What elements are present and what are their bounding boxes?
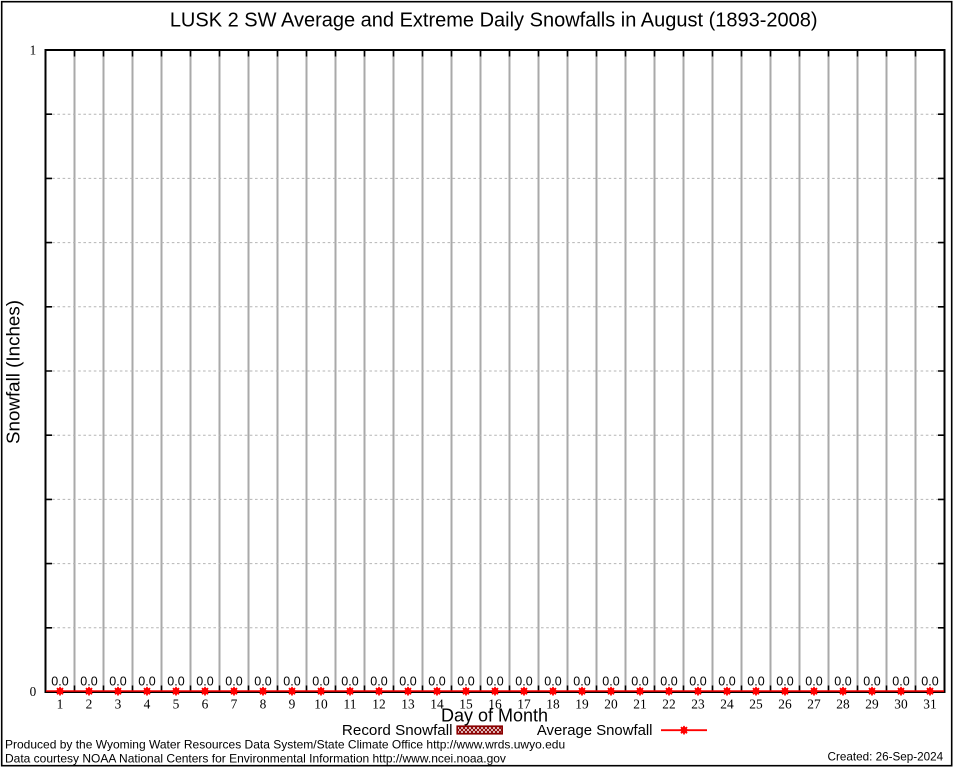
svg-text:4: 4 (144, 696, 151, 711)
svg-text:11: 11 (344, 696, 357, 711)
svg-text:5: 5 (173, 696, 180, 711)
svg-text:0.0: 0.0 (138, 675, 155, 689)
svg-text:10: 10 (314, 696, 328, 711)
svg-text:0.0: 0.0 (747, 675, 764, 689)
svg-text:0.0: 0.0 (689, 675, 706, 689)
svg-text:0.0: 0.0 (457, 675, 474, 689)
svg-text:25: 25 (749, 696, 763, 711)
svg-text:8: 8 (260, 696, 267, 711)
svg-text:31: 31 (923, 696, 936, 711)
svg-text:0.0: 0.0 (109, 675, 126, 689)
svg-text:0.0: 0.0 (254, 675, 271, 689)
svg-text:0.0: 0.0 (544, 675, 561, 689)
svg-text:Produced by the Wyoming Water: Produced by the Wyoming Water Resources … (5, 738, 565, 752)
svg-text:24: 24 (720, 696, 734, 711)
svg-text:Record Snowfall: Record Snowfall (342, 722, 453, 739)
svg-text:0.0: 0.0 (196, 675, 213, 689)
svg-text:0.0: 0.0 (631, 675, 648, 689)
svg-text:0.0: 0.0 (283, 675, 300, 689)
svg-text:15: 15 (459, 696, 473, 711)
svg-text:0: 0 (30, 684, 37, 699)
svg-text:Data courtesy NOAA National Ce: Data courtesy NOAA National Centers for … (5, 751, 506, 765)
svg-text:0.0: 0.0 (341, 675, 358, 689)
svg-text:0.0: 0.0 (312, 675, 329, 689)
svg-text:26: 26 (778, 696, 792, 711)
svg-text:0.0: 0.0 (805, 675, 822, 689)
svg-text:16: 16 (488, 696, 502, 711)
svg-text:30: 30 (894, 696, 908, 711)
svg-text:Day of Month: Day of Month (441, 705, 548, 725)
svg-text:1: 1 (30, 42, 37, 57)
svg-text:0.0: 0.0 (776, 675, 793, 689)
svg-text:13: 13 (401, 696, 415, 711)
svg-text:21: 21 (633, 696, 646, 711)
svg-text:7: 7 (231, 696, 238, 711)
svg-text:0.0: 0.0 (515, 675, 532, 689)
svg-text:2: 2 (86, 696, 93, 711)
svg-text:9: 9 (289, 696, 296, 711)
svg-text:28: 28 (836, 696, 850, 711)
svg-text:Created: 26-Sep-2024: Created: 26-Sep-2024 (828, 750, 944, 763)
svg-text:Snowfall (Inches): Snowfall (Inches) (2, 300, 23, 444)
svg-text:Average Snowfall: Average Snowfall (537, 723, 653, 739)
svg-text:19: 19 (575, 696, 589, 711)
svg-text:23: 23 (691, 696, 705, 711)
svg-text:0.0: 0.0 (834, 675, 851, 689)
svg-text:29: 29 (865, 696, 879, 711)
svg-text:0.0: 0.0 (660, 675, 677, 689)
svg-text:0.0: 0.0 (225, 675, 242, 689)
svg-text:0.0: 0.0 (399, 675, 416, 689)
svg-text:1: 1 (57, 696, 64, 711)
svg-text:0.0: 0.0 (486, 675, 503, 689)
svg-text:0.0: 0.0 (167, 675, 184, 689)
svg-text:0.0: 0.0 (51, 675, 68, 689)
svg-text:6: 6 (202, 696, 209, 711)
svg-text:0.0: 0.0 (573, 675, 590, 689)
svg-text:3: 3 (115, 696, 122, 711)
svg-text:27: 27 (807, 696, 821, 711)
svg-text:0.0: 0.0 (718, 675, 735, 689)
svg-text:0.0: 0.0 (863, 675, 880, 689)
svg-text:18: 18 (546, 696, 560, 711)
svg-text:LUSK 2 SW Average and Extreme: LUSK 2 SW Average and Extreme Daily Snow… (170, 9, 818, 31)
svg-text:0.0: 0.0 (921, 675, 938, 689)
svg-text:0.0: 0.0 (428, 675, 445, 689)
svg-text:0.0: 0.0 (80, 675, 97, 689)
svg-text:0.0: 0.0 (370, 675, 387, 689)
svg-text:12: 12 (372, 696, 385, 711)
svg-text:14: 14 (430, 696, 444, 711)
svg-text:17: 17 (517, 696, 531, 711)
svg-text:0.0: 0.0 (602, 675, 619, 689)
svg-text:0.0: 0.0 (892, 675, 909, 689)
svg-text:20: 20 (604, 696, 618, 711)
svg-text:22: 22 (662, 696, 675, 711)
